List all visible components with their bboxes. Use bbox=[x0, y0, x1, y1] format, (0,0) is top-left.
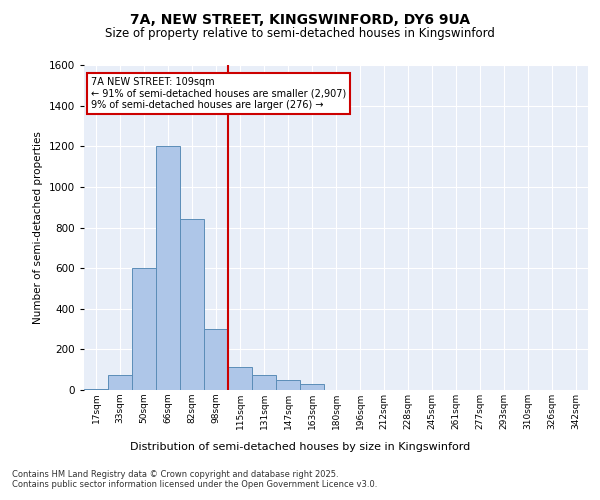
Text: 7A, NEW STREET, KINGSWINFORD, DY6 9UA: 7A, NEW STREET, KINGSWINFORD, DY6 9UA bbox=[130, 12, 470, 26]
Bar bbox=[252, 375, 276, 390]
Bar bbox=[300, 384, 324, 390]
Bar bbox=[132, 268, 156, 390]
Bar bbox=[84, 389, 108, 390]
Bar bbox=[180, 220, 204, 390]
Bar bbox=[276, 380, 300, 390]
Y-axis label: Number of semi-detached properties: Number of semi-detached properties bbox=[33, 131, 43, 324]
Bar bbox=[156, 146, 180, 390]
Bar bbox=[108, 375, 132, 390]
Bar bbox=[204, 329, 228, 390]
Text: 7A NEW STREET: 109sqm
← 91% of semi-detached houses are smaller (2,907)
9% of se: 7A NEW STREET: 109sqm ← 91% of semi-deta… bbox=[91, 77, 346, 110]
Text: Size of property relative to semi-detached houses in Kingswinford: Size of property relative to semi-detach… bbox=[105, 28, 495, 40]
Bar bbox=[228, 366, 252, 390]
Text: Contains HM Land Registry data © Crown copyright and database right 2025.
Contai: Contains HM Land Registry data © Crown c… bbox=[12, 470, 377, 490]
Text: Distribution of semi-detached houses by size in Kingswinford: Distribution of semi-detached houses by … bbox=[130, 442, 470, 452]
